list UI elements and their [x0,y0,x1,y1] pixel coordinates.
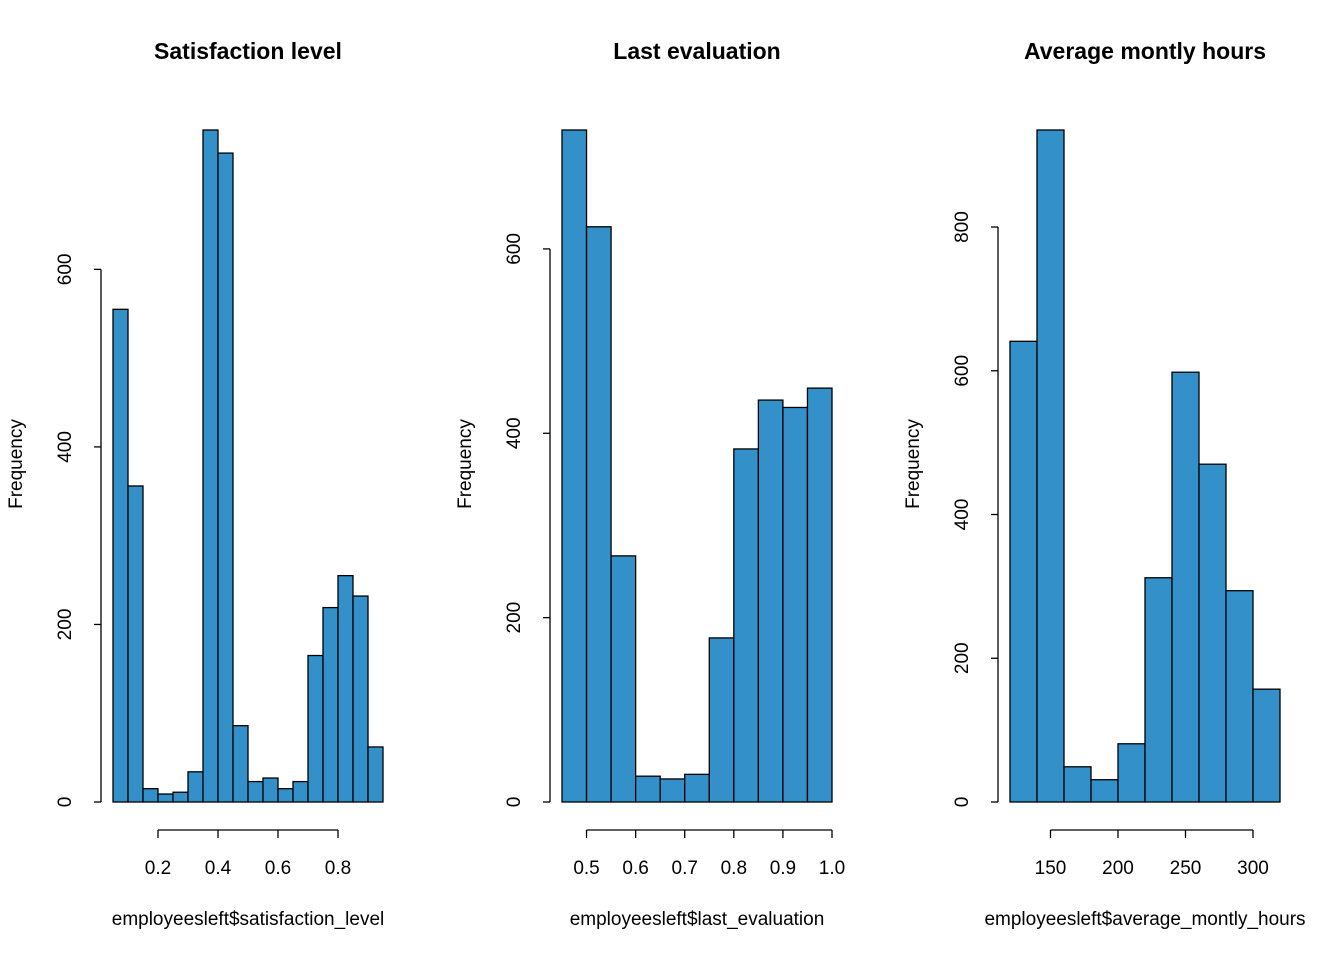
bar [1144,577,1173,803]
x-tick-label: 0.2 [145,858,171,879]
bar [337,574,354,803]
y-tick-label: 0 [504,797,525,808]
bar [757,399,784,803]
y-axis-label: Frequency [6,419,27,509]
bar [322,606,339,803]
x-tick-label: 0.9 [770,858,796,879]
bar [262,777,279,803]
bar [806,387,833,803]
chart-title: Average montly hours [1024,38,1266,64]
bar [684,773,710,803]
x-tick-label: 0.8 [325,858,351,879]
y-tick-label: 600 [504,233,525,265]
bar [1036,129,1065,803]
bar [247,780,264,803]
bar [367,746,384,803]
y-tick-label: 400 [952,499,973,531]
x-tick-label: 0.6 [622,858,648,879]
y-tick-label: 0 [952,797,973,808]
bar [277,788,294,803]
bar [1252,688,1281,803]
bar [1009,340,1038,803]
x-axis-label: employeesleft$satisfaction_level [112,909,385,930]
bar [352,595,369,803]
bar [561,129,588,803]
bar [157,793,174,803]
x-tick-label: 300 [1237,858,1269,879]
y-tick-label: 600 [952,355,973,387]
x-tick-label: 0.4 [205,858,232,879]
x-axis-label: employeesleft$last_evaluation [570,909,825,930]
bar [610,555,637,803]
bar [202,129,219,803]
chart-title: Last evaluation [613,38,780,64]
bar [733,448,760,803]
y-tick-label: 800 [952,211,973,243]
y-tick-label: 200 [504,602,525,634]
x-tick-label: 0.5 [573,858,599,879]
bar [1063,766,1092,803]
x-tick-label: 200 [1102,858,1134,879]
bar [782,406,809,803]
bar [292,780,309,803]
y-tick-label: 200 [55,609,76,641]
bar [1225,590,1254,803]
bar [1198,463,1227,803]
y-tick-label: 600 [55,254,76,286]
x-tick-label: 0.7 [672,858,698,879]
y-tick-label: 200 [952,642,973,674]
x-tick-label: 0.6 [265,858,291,879]
bar [187,771,204,803]
bar [307,654,324,803]
bar [659,778,686,803]
bar [172,791,189,803]
chart-title: Satisfaction level [154,38,342,64]
x-tick-label: 150 [1035,858,1067,879]
bar [708,637,735,803]
bar [127,485,144,803]
bar [1090,779,1119,803]
bar [634,775,661,803]
bar [585,226,612,803]
y-axis-label: Frequency [903,419,924,509]
bar [1171,371,1200,803]
bar [217,152,234,803]
y-tick-label: 400 [55,431,76,463]
x-tick-label: 1.0 [819,858,845,879]
bar [112,308,129,803]
y-tick-label: 0 [55,797,76,808]
x-axis-label: employeesleft$average_montly_hours [984,909,1305,930]
y-tick-label: 400 [504,417,525,449]
x-tick-label: 0.8 [721,858,747,879]
bar [142,788,159,803]
x-tick-label: 250 [1170,858,1202,879]
y-axis-label: Frequency [455,419,476,509]
bar [1117,743,1146,803]
bar [232,725,249,803]
